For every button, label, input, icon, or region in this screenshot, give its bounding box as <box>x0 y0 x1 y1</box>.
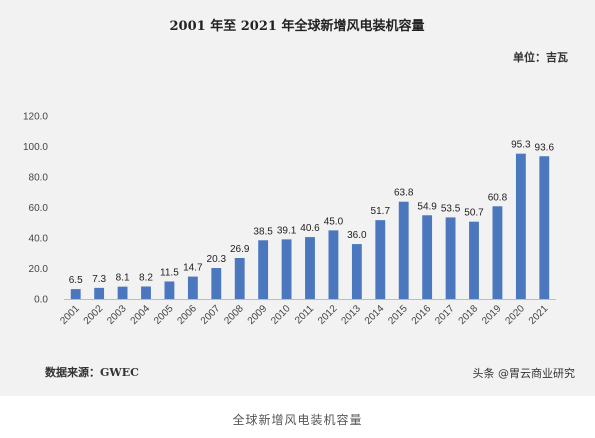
x-tick-2001: 2001 <box>58 303 82 327</box>
data-label-2021: 93.6 <box>535 142 555 153</box>
bar-2007 <box>211 268 222 299</box>
data-label-2010: 39.1 <box>277 225 297 236</box>
y-tick-label: 100.0 <box>23 142 48 153</box>
x-tick-2011: 2011 <box>293 303 316 326</box>
data-label-2017: 53.5 <box>441 203 461 214</box>
x-tick-2006: 2006 <box>175 303 199 327</box>
data-label-2013: 36.0 <box>347 230 367 241</box>
bar-2004 <box>141 286 151 299</box>
bar-2003 <box>117 286 128 299</box>
data-label-2007: 20.3 <box>207 254 227 265</box>
data-label-2018: 50.7 <box>464 208 484 219</box>
bar-2013 <box>351 244 362 299</box>
x-tick-2012: 2012 <box>316 303 340 327</box>
watermark: 头条 @胃云商业研究 <box>473 366 576 380</box>
bar-2009 <box>258 240 269 299</box>
data-label-2006: 14.7 <box>183 263 203 274</box>
y-tick-label: 60.0 <box>29 203 49 214</box>
x-tick-2017: 2017 <box>433 303 457 327</box>
bar-2011 <box>305 237 315 299</box>
chart-panel: 2001 年至 2021 年全球新增风电装机容量 单位：吉瓦 0.0 20.0 40… <box>0 0 595 396</box>
y-axis: 0.0 20.0 40.0 60.0 80.0 100.0 120.0 <box>23 112 48 306</box>
bar-2001 <box>70 289 81 299</box>
x-tick-2010: 2010 <box>269 303 293 327</box>
bar-2008 <box>234 257 245 299</box>
x-tick-2009: 2009 <box>246 303 270 327</box>
x-tick-2016: 2016 <box>410 303 434 327</box>
x-tick-2004: 2004 <box>129 303 153 327</box>
y-tick-label: 80.0 <box>29 173 49 184</box>
x-tick-2002: 2002 <box>82 303 106 327</box>
y-tick-label: 20.0 <box>29 264 49 275</box>
y-tick-label: 40.0 <box>29 234 49 245</box>
data-label-2003: 8.1 <box>116 273 130 284</box>
bar-2012 <box>328 230 339 299</box>
x-tick-2007: 2007 <box>199 303 223 327</box>
bar-2016 <box>422 215 433 299</box>
figure-caption: 全球新增风电装机容量 <box>232 413 363 427</box>
data-label-2004: 8.2 <box>139 272 153 283</box>
bar-2021 <box>539 156 550 299</box>
bar-2020 <box>515 153 526 299</box>
chart: 2001 年至 2021 年全球新增风电装机容量 单位：吉瓦 0.0 20.0 40… <box>23 18 576 380</box>
bar-2014 <box>375 220 386 299</box>
chart-unit: 单位：吉瓦 <box>513 50 568 64</box>
data-label-2009: 38.5 <box>253 226 273 237</box>
bar-2006 <box>187 276 198 299</box>
bar-2019 <box>492 206 503 299</box>
bar-2002 <box>94 287 105 299</box>
bar-2005 <box>164 281 175 299</box>
x-tick-2008: 2008 <box>222 303 246 327</box>
data-label-2019: 60.8 <box>488 192 508 203</box>
data-source: 数据来源：GWEC <box>45 365 139 379</box>
x-tick-2014: 2014 <box>363 303 387 327</box>
chart-title: 2001 年至 2021 年全球新增风电装机容量 <box>170 18 425 34</box>
y-tick-label: 120.0 <box>23 112 48 123</box>
data-label-2002: 7.3 <box>92 274 106 285</box>
bar-2017 <box>445 217 456 299</box>
data-label-2008: 26.9 <box>230 244 250 255</box>
x-tick-2013: 2013 <box>339 303 363 327</box>
bar-2010 <box>281 239 292 299</box>
data-label-2015: 63.8 <box>394 188 414 199</box>
bars: 6.5 7.3 8.1 8.2 11.5 14.7 20.326.938.5 39.1 40.6… <box>69 140 555 299</box>
y-tick-label: 0.0 <box>34 295 48 306</box>
x-tick-2005: 2005 <box>152 303 176 327</box>
x-tick-2021: 2021 <box>527 303 551 327</box>
data-label-2014: 51.7 <box>371 206 391 217</box>
x-tick-2015: 2015 <box>386 303 410 327</box>
bar-2018 <box>469 221 479 299</box>
data-label-2005: 11.5 <box>160 267 179 278</box>
x-tick-2019: 2019 <box>480 303 504 327</box>
data-label-2001: 6.5 <box>69 275 83 286</box>
bar-2015 <box>398 201 409 299</box>
x-tick-2018: 2018 <box>457 303 481 327</box>
data-label-2011: 40.6 <box>300 223 320 234</box>
x-tick-2003: 2003 <box>105 303 129 327</box>
data-label-2020: 95.3 <box>511 140 531 151</box>
data-label-2012: 45.0 <box>324 216 344 227</box>
x-tick-2020: 2020 <box>503 303 527 327</box>
x-axis: 2001 2002 2003 2004 2005 2006 2007 2008 2009 2010… <box>58 299 556 327</box>
data-label-2016: 54.9 <box>417 201 437 212</box>
